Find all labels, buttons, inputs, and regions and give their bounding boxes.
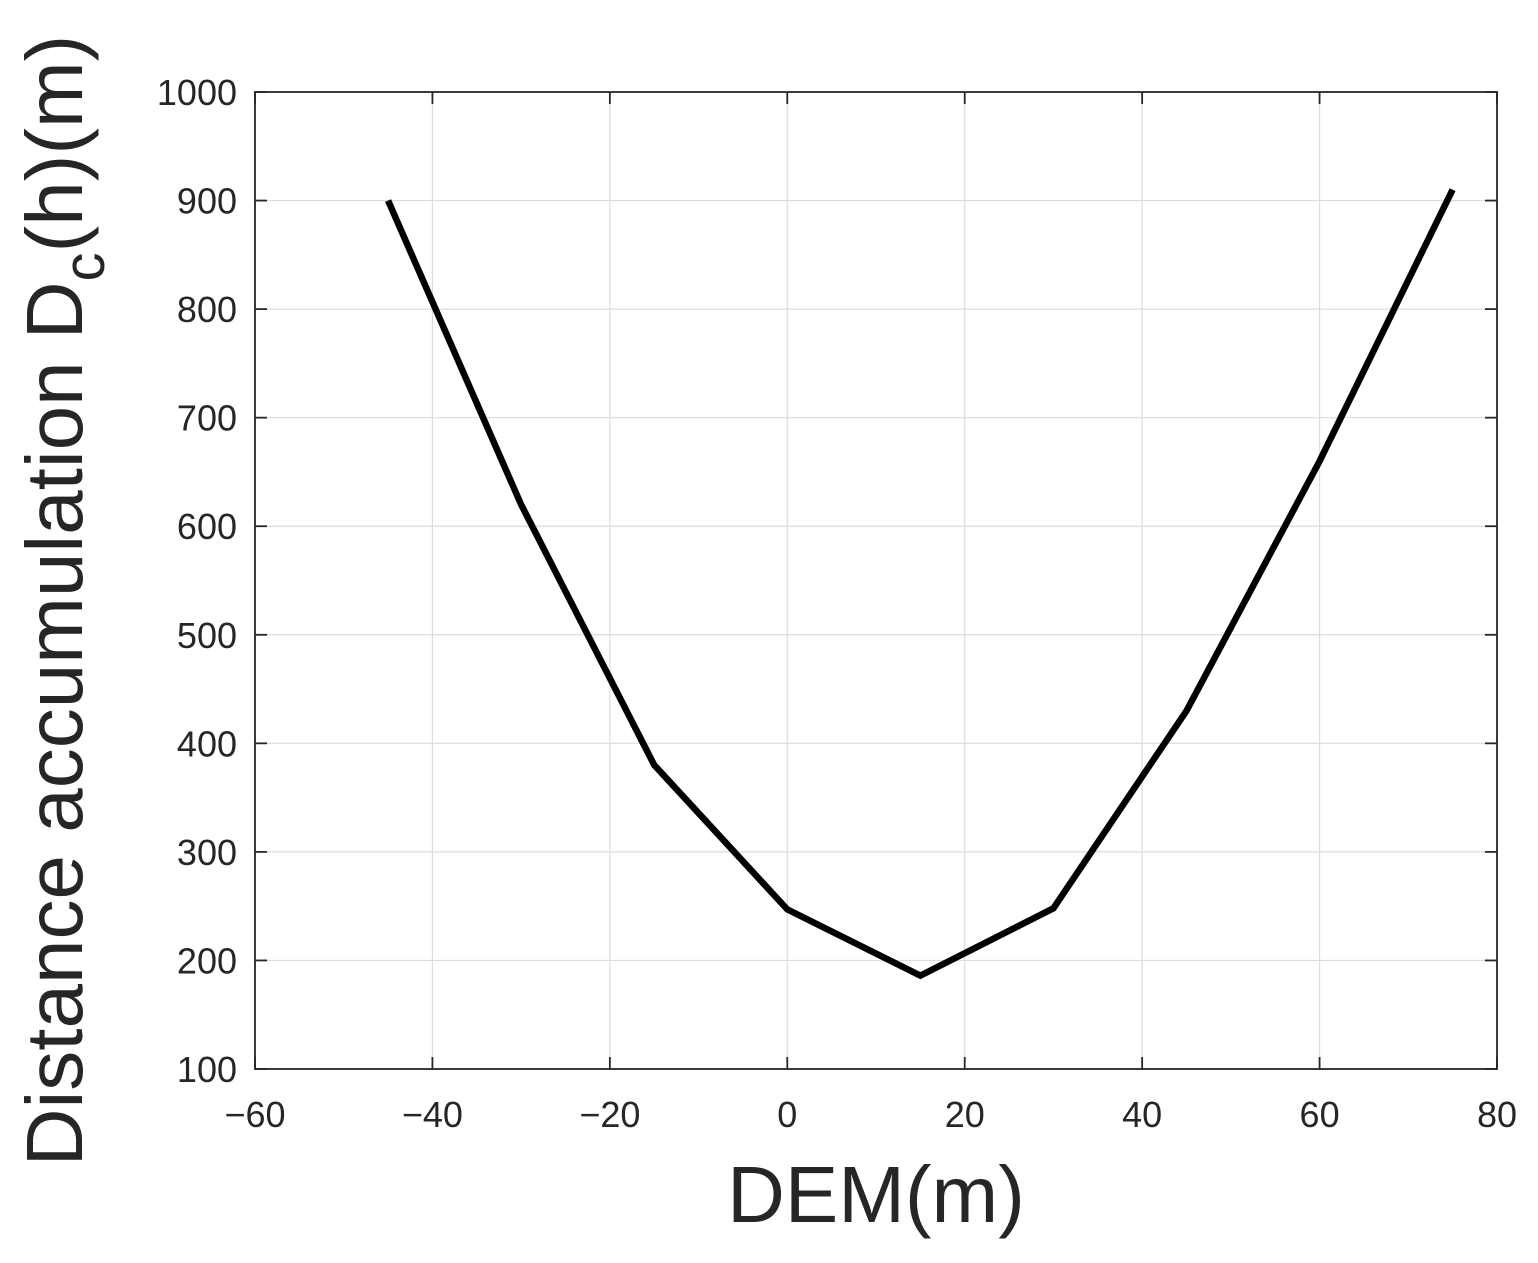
y-grid-lines — [255, 91, 1497, 1070]
series-group — [385, 188, 1456, 980]
x-tick-labels: −60 −40 −20 0 20 40 60 80 — [224, 1094, 1517, 1135]
y-axis-title-suffix: (h)(m) — [10, 35, 99, 253]
y-tick-label: 200 — [177, 940, 237, 981]
y-axis-title-prefix: Distance accumulation D — [10, 281, 99, 1166]
y-tick-label: 500 — [177, 615, 237, 656]
series-line — [385, 188, 1456, 980]
x-tick-label: 80 — [1477, 1094, 1517, 1135]
x-tick-label: 40 — [1122, 1094, 1162, 1135]
y-tick-marks — [255, 91, 1497, 1070]
y-tick-label: 400 — [177, 723, 237, 764]
plot-area-frame — [254, 91, 1498, 1070]
y-tick-label: 300 — [177, 832, 237, 873]
x-tick-label: −40 — [402, 1094, 463, 1135]
x-tick-marks — [254, 92, 1498, 1069]
x-tick-label: 0 — [777, 1094, 797, 1135]
y-tick-label: 100 — [177, 1049, 237, 1090]
y-axis-title-subscript: c — [52, 252, 117, 281]
y-tick-labels: 100 200 300 400 500 600 700 800 900 1000 — [157, 72, 237, 1090]
x-axis-title: DEM(m) — [727, 1150, 1025, 1239]
x-tick-label: 60 — [1300, 1094, 1340, 1135]
x-tick-label: −20 — [579, 1094, 640, 1135]
y-axis-title: Distance accumulation Dc(h)(m) — [10, 35, 117, 1167]
y-tick-label: 1000 — [157, 72, 237, 113]
y-tick-label: 900 — [177, 181, 237, 222]
x-grid-lines — [254, 92, 1498, 1069]
y-tick-label: 700 — [177, 398, 237, 439]
y-tick-label: 800 — [177, 289, 237, 330]
x-tick-label: 20 — [945, 1094, 985, 1135]
y-tick-label: 600 — [177, 506, 237, 547]
x-tick-label: −60 — [224, 1094, 285, 1135]
